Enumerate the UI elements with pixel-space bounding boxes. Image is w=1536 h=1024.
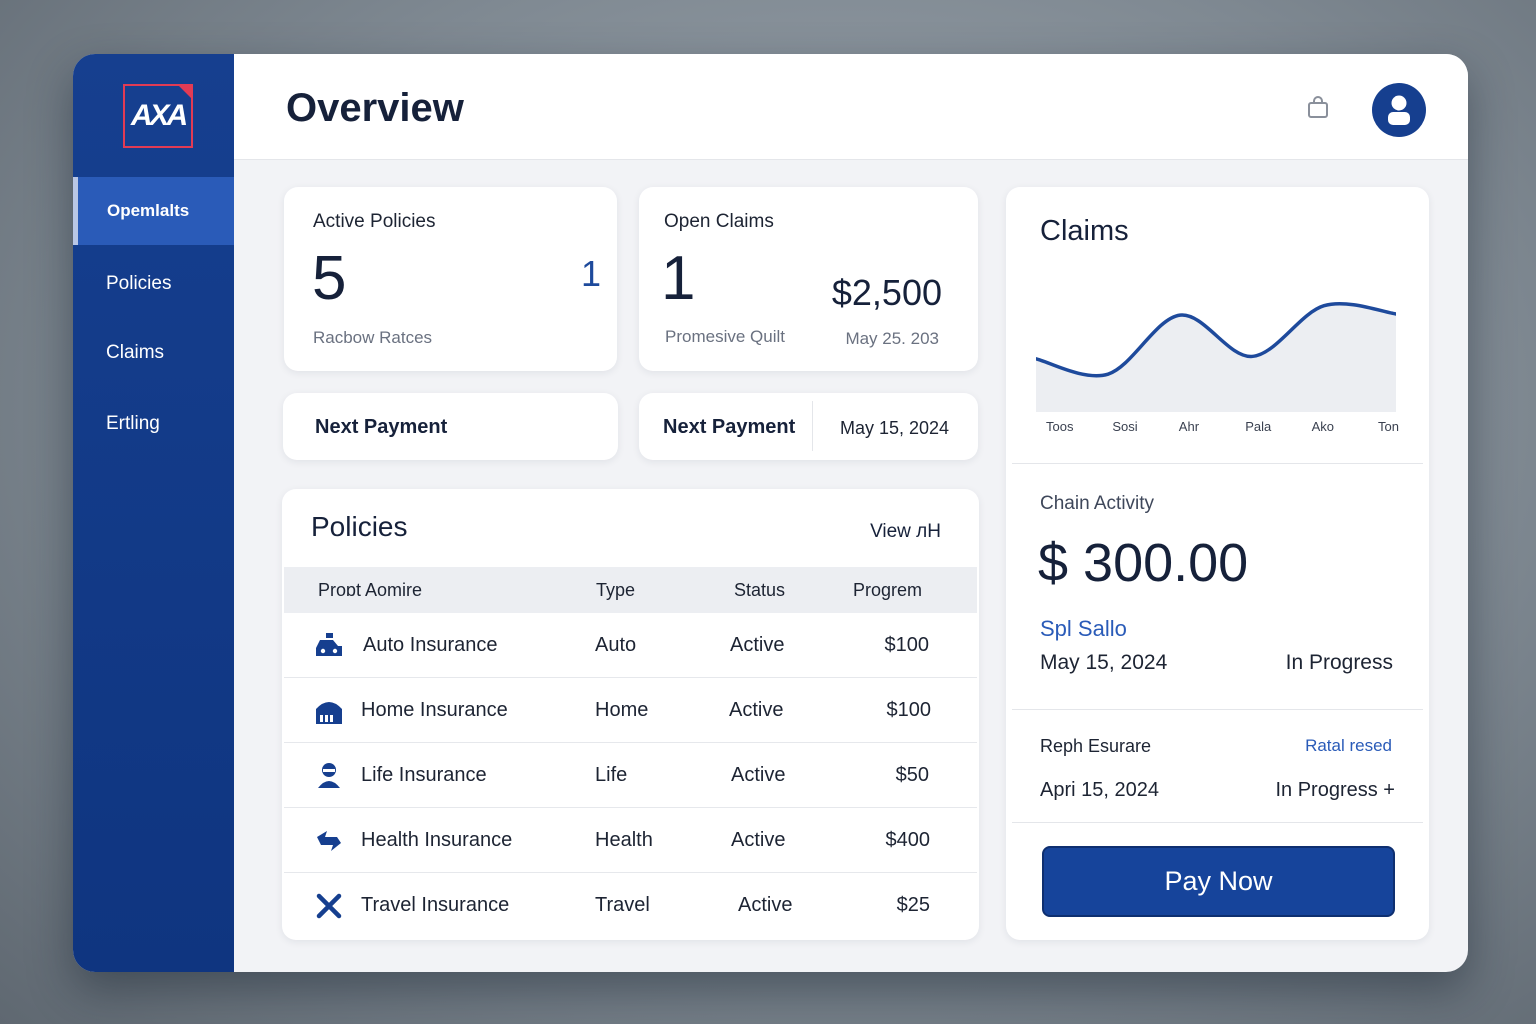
- policy-status: Active: [738, 894, 793, 916]
- activity-status: In Progress: [1285, 651, 1393, 674]
- card-title: Active Policies: [313, 211, 436, 232]
- open-claims-count: 1: [661, 244, 696, 313]
- next-payment-label: Next Payment: [663, 416, 796, 438]
- table-row[interactable]: Life Insurance Life Active $50: [284, 743, 977, 808]
- card-subtitle: Promesive Quilt: [665, 327, 785, 346]
- health-icon: [317, 831, 341, 851]
- pay-now-button[interactable]: Pay Now: [1042, 846, 1395, 917]
- sidebar-item-billing[interactable]: Ertling: [73, 390, 234, 458]
- next-payment-date-card[interactable]: Next Payment May 15, 2024: [639, 393, 978, 460]
- person-icon: [318, 763, 340, 788]
- table-row[interactable]: Home Insurance Home Active $100: [284, 678, 977, 743]
- policy-premium: $25: [896, 894, 930, 916]
- claims-title: Claims: [1040, 215, 1129, 247]
- section-divider: [1012, 822, 1423, 823]
- claim-date: Apri 15, 2024: [1040, 779, 1159, 801]
- policy-type: Health: [595, 829, 653, 851]
- next-payment-card[interactable]: Next Payment: [283, 393, 618, 460]
- user-icon: [1388, 95, 1410, 125]
- policy-name: Auto Insurance: [363, 634, 498, 656]
- open-claims-date: May 25. 203: [845, 329, 939, 348]
- chart-x-tick: Sosi: [1112, 419, 1138, 434]
- sidebar-item-label: Ertling: [106, 413, 160, 434]
- travel-icon: [316, 893, 342, 919]
- claim-name: Reph Esurare: [1040, 736, 1152, 756]
- table-row[interactable]: Auto Insurance Auto Active $100: [284, 613, 977, 678]
- next-payment-label: Next Payment: [315, 416, 448, 438]
- shopping-bag-icon[interactable]: [1307, 96, 1329, 118]
- activity-date: May 15, 2024: [1040, 651, 1168, 674]
- column-header-product[interactable]: Proɒt Aomire: [318, 580, 423, 600]
- claim-detail-link[interactable]: Ratal resed: [1305, 736, 1392, 755]
- policy-type: Home: [595, 699, 649, 721]
- open-claims-amount: $2,500: [831, 272, 942, 313]
- chart-line: [1036, 301, 1396, 378]
- activity-subtitle: Spl Sallo: [1040, 616, 1127, 641]
- active-policies-count: 5: [312, 244, 347, 313]
- claims-panel: Claims Toos Sosi Ahr Pala Ako Ton Chain Activ…: [1006, 187, 1429, 940]
- policy-status: Active: [731, 764, 786, 786]
- card-title: Open Claims: [664, 211, 774, 232]
- view-all-link[interactable]: View лН: [870, 521, 941, 542]
- activity-amount: $ 300.00: [1038, 533, 1249, 593]
- section-divider: [1012, 709, 1423, 710]
- logo-text: AXA: [130, 99, 188, 132]
- column-header-status[interactable]: Status: [734, 580, 786, 600]
- sidebar-item-label: Opemlalts: [107, 201, 190, 220]
- sidebar-item-label: Claims: [106, 342, 165, 363]
- chart-x-tick: Ton: [1378, 419, 1399, 434]
- policy-premium: $100: [886, 699, 932, 721]
- section-divider: [1012, 463, 1423, 464]
- policy-name: Travel Insurance: [361, 894, 510, 916]
- side-number: 1: [580, 253, 601, 294]
- app-window: AXA Opemlalts Policies Claims Ertling Ov…: [73, 54, 1468, 972]
- sidebar-item-policies[interactable]: Policies: [73, 250, 234, 318]
- page-title: Overview: [286, 86, 464, 130]
- column-header-premium[interactable]: Progrem: [853, 580, 923, 600]
- home-icon: [316, 702, 342, 724]
- column-header-type[interactable]: Type: [596, 580, 636, 600]
- car-icon: [316, 633, 342, 656]
- policy-name: Health Insurance: [361, 829, 513, 851]
- brand-logo[interactable]: AXA: [123, 84, 193, 148]
- claim-status[interactable]: In Progress +: [1275, 779, 1395, 801]
- table-header: Proɒt Aomire Type Status Progrem: [284, 567, 977, 613]
- chart-x-tick: Pala: [1245, 419, 1272, 434]
- policy-premium: $100: [884, 634, 930, 656]
- next-payment-date: May 15, 2024: [840, 418, 950, 438]
- policies-card: Policies View лН Proɒt Aomire Type Statu…: [282, 489, 979, 940]
- open-claims-card[interactable]: Open Claims 1 $2,500 Promesive Quilt May…: [639, 187, 978, 371]
- policy-status: Active: [729, 699, 784, 721]
- chart-x-tick: Toos: [1046, 419, 1074, 434]
- logo-red-corner: [177, 84, 193, 100]
- chart-x-tick: Ako: [1311, 419, 1334, 434]
- card-subtitle: Racbow Ratces: [313, 328, 433, 347]
- chart-area: [1036, 303, 1396, 412]
- policy-type: Life: [595, 764, 628, 786]
- table-row[interactable]: Travel Insurance Travel Active $25: [284, 873, 977, 938]
- user-avatar[interactable]: [1372, 83, 1426, 137]
- sidebar-item-overview[interactable]: Opemlalts: [73, 177, 234, 245]
- chart-x-tick: Ahr: [1178, 419, 1200, 434]
- policies-title: Policies: [311, 511, 408, 542]
- card-divider: [812, 401, 813, 451]
- policy-premium: $50: [895, 764, 929, 786]
- policy-type: Auto: [595, 634, 637, 656]
- sidebar-item-label: Policies: [106, 273, 172, 294]
- active-policies-card[interactable]: Active Policies 5 1 Racbow Ratces: [284, 187, 617, 371]
- activity-title: Chain Activity: [1040, 493, 1155, 514]
- policy-status: Active: [730, 634, 785, 656]
- policy-type: Travel: [595, 894, 650, 916]
- policy-name: Life Insurance: [361, 764, 487, 786]
- top-bar: Overview: [234, 54, 1468, 160]
- policy-status: Active: [731, 829, 786, 851]
- policy-premium: $400: [885, 829, 931, 851]
- table-row[interactable]: Health Insurance Health Active $400: [284, 808, 977, 873]
- sidebar: AXA Opemlalts Policies Claims Ertling: [73, 54, 234, 972]
- claims-chart: [1036, 301, 1396, 412]
- policy-name: Home Insurance: [361, 699, 508, 721]
- sidebar-item-claims[interactable]: Claims: [73, 319, 234, 387]
